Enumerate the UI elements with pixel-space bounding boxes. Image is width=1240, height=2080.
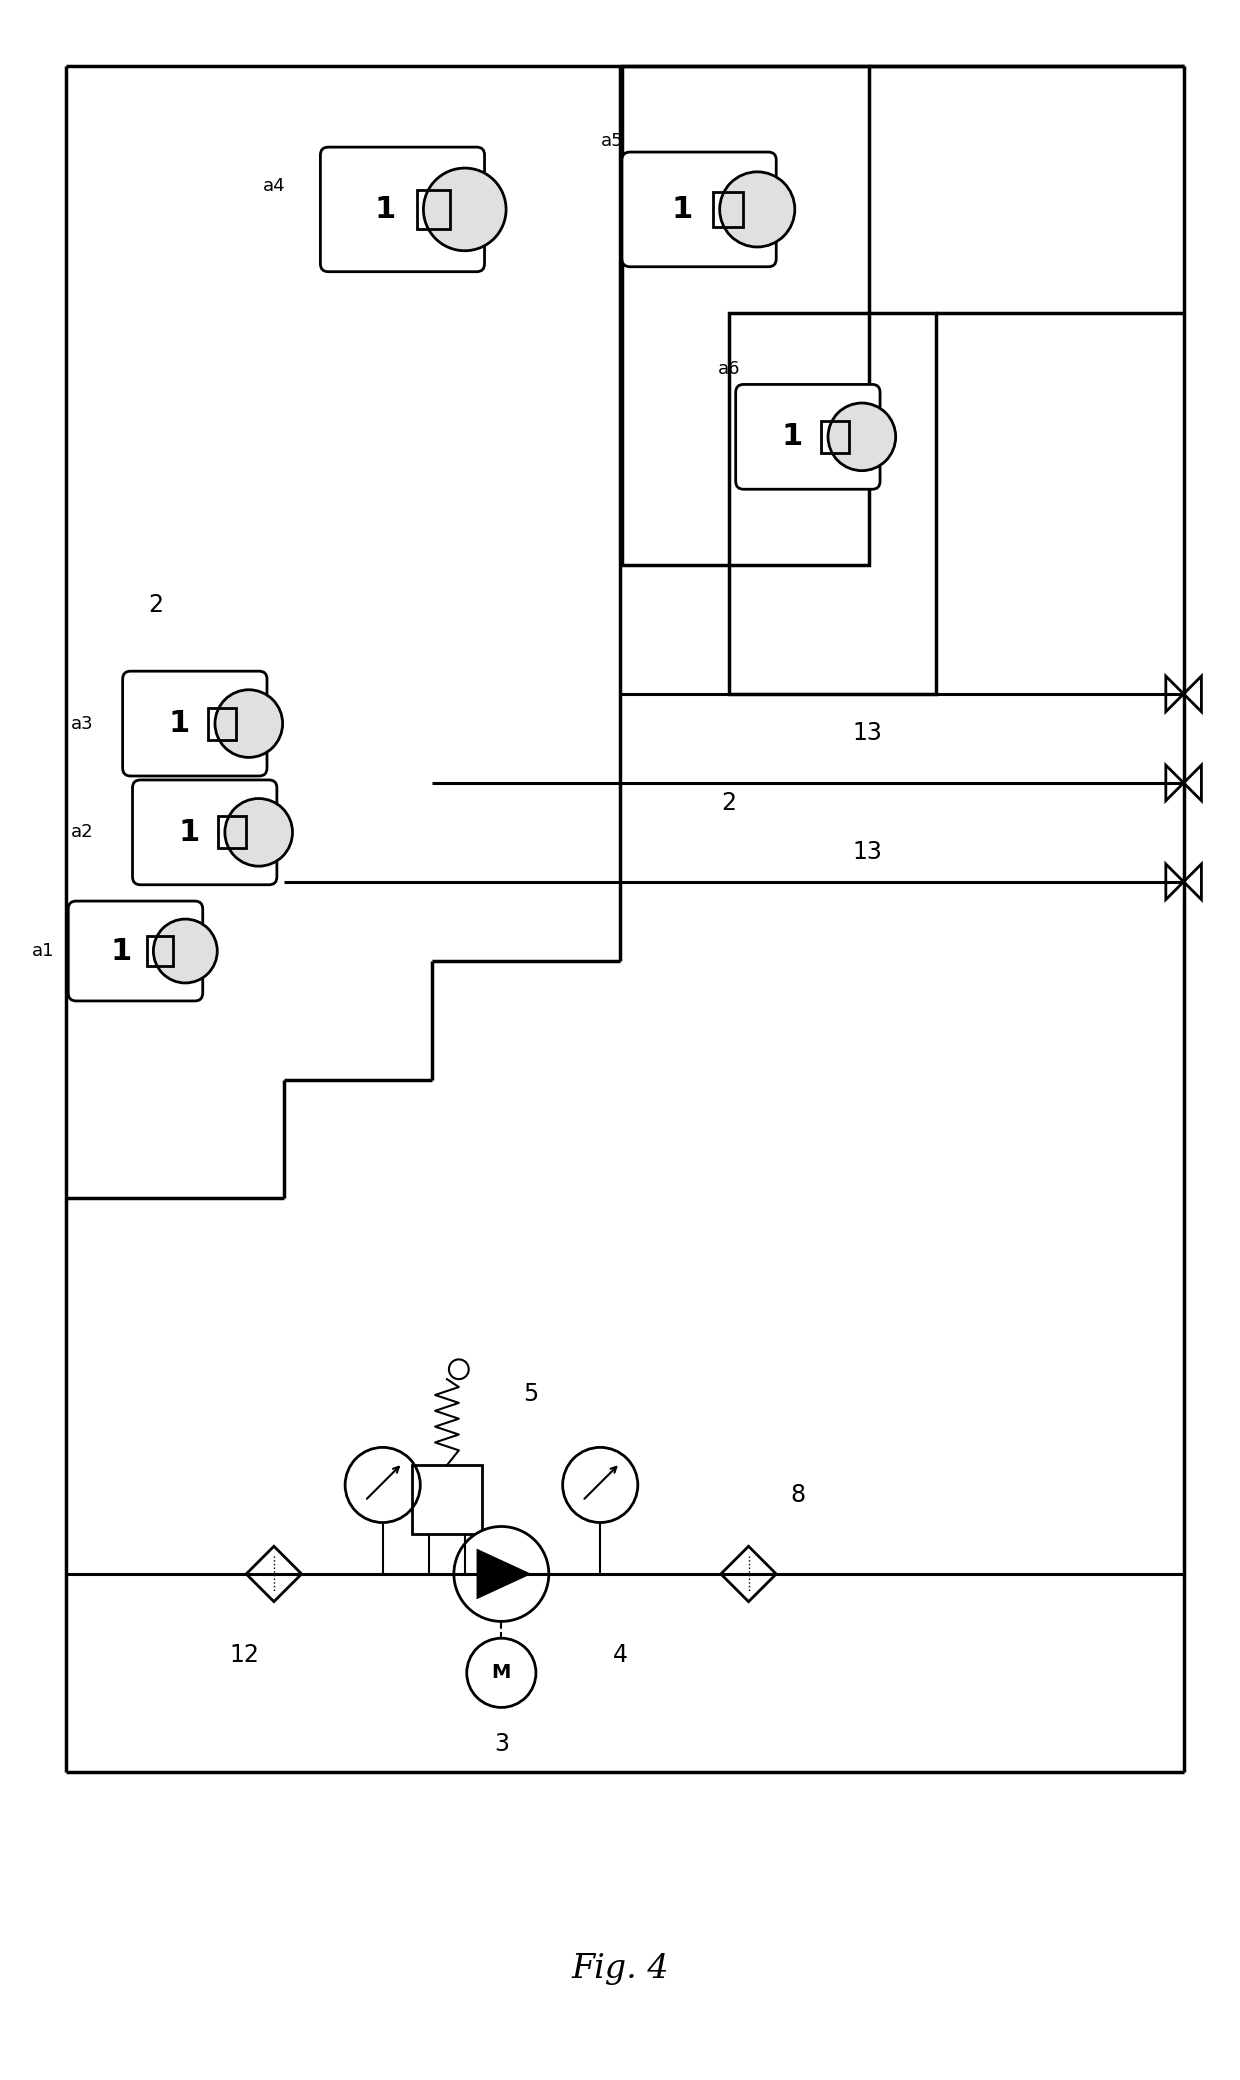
Circle shape — [466, 1639, 536, 1708]
Bar — [729, 314, 936, 695]
FancyBboxPatch shape — [735, 385, 880, 489]
Circle shape — [224, 799, 293, 865]
Polygon shape — [1184, 676, 1202, 711]
Text: 3: 3 — [494, 1733, 508, 1756]
Text: 1: 1 — [374, 196, 396, 225]
Text: 4: 4 — [613, 1643, 627, 1668]
Polygon shape — [477, 1550, 529, 1597]
Text: 5: 5 — [523, 1381, 538, 1406]
Bar — [413, 1464, 481, 1535]
FancyBboxPatch shape — [68, 901, 202, 1000]
FancyBboxPatch shape — [133, 780, 277, 884]
Text: a2: a2 — [71, 824, 94, 840]
Text: 1: 1 — [179, 817, 200, 847]
Bar — [622, 67, 869, 566]
Bar — [418, 189, 450, 229]
Bar — [217, 815, 246, 849]
Text: Fig. 4: Fig. 4 — [572, 1953, 668, 1986]
Text: 2: 2 — [148, 593, 162, 618]
Circle shape — [423, 168, 506, 252]
Bar — [821, 420, 849, 453]
Text: 1: 1 — [782, 422, 804, 451]
Circle shape — [828, 404, 895, 470]
Text: a4: a4 — [263, 177, 285, 196]
Polygon shape — [1166, 863, 1184, 899]
Circle shape — [154, 919, 217, 984]
Text: a1: a1 — [32, 942, 55, 961]
FancyBboxPatch shape — [320, 148, 485, 272]
Polygon shape — [1184, 863, 1202, 899]
Text: 2: 2 — [722, 790, 737, 815]
Circle shape — [215, 691, 283, 757]
Text: 13: 13 — [852, 722, 882, 745]
Circle shape — [719, 173, 795, 248]
Text: M: M — [491, 1664, 511, 1683]
Text: 1: 1 — [169, 709, 190, 738]
Circle shape — [345, 1448, 420, 1523]
Text: a6: a6 — [718, 360, 740, 376]
Bar — [148, 936, 174, 965]
Circle shape — [449, 1360, 469, 1379]
FancyBboxPatch shape — [622, 152, 776, 266]
Text: 1: 1 — [672, 196, 693, 225]
Text: a3: a3 — [71, 716, 94, 732]
Text: 13: 13 — [852, 840, 882, 863]
Text: 12: 12 — [229, 1643, 259, 1668]
Polygon shape — [720, 1545, 776, 1602]
Polygon shape — [247, 1545, 301, 1602]
Bar — [713, 191, 744, 227]
Circle shape — [563, 1448, 637, 1523]
FancyBboxPatch shape — [123, 672, 267, 776]
Bar — [207, 707, 236, 740]
Circle shape — [454, 1527, 549, 1622]
Text: 8: 8 — [790, 1483, 806, 1506]
Text: a5: a5 — [600, 133, 624, 150]
Text: 1: 1 — [110, 936, 131, 965]
Polygon shape — [1166, 676, 1184, 711]
Polygon shape — [1166, 765, 1184, 801]
Polygon shape — [1184, 765, 1202, 801]
